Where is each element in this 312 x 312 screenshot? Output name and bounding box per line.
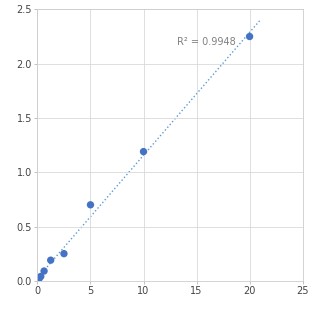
Point	[141, 149, 146, 154]
Point	[38, 274, 43, 279]
Point	[35, 278, 40, 283]
Point	[41, 269, 46, 274]
Point	[247, 34, 252, 39]
Text: R² = 0.9948: R² = 0.9948	[178, 37, 236, 47]
Point	[37, 276, 41, 281]
Point	[88, 202, 93, 207]
Point	[61, 251, 66, 256]
Point	[48, 258, 53, 263]
